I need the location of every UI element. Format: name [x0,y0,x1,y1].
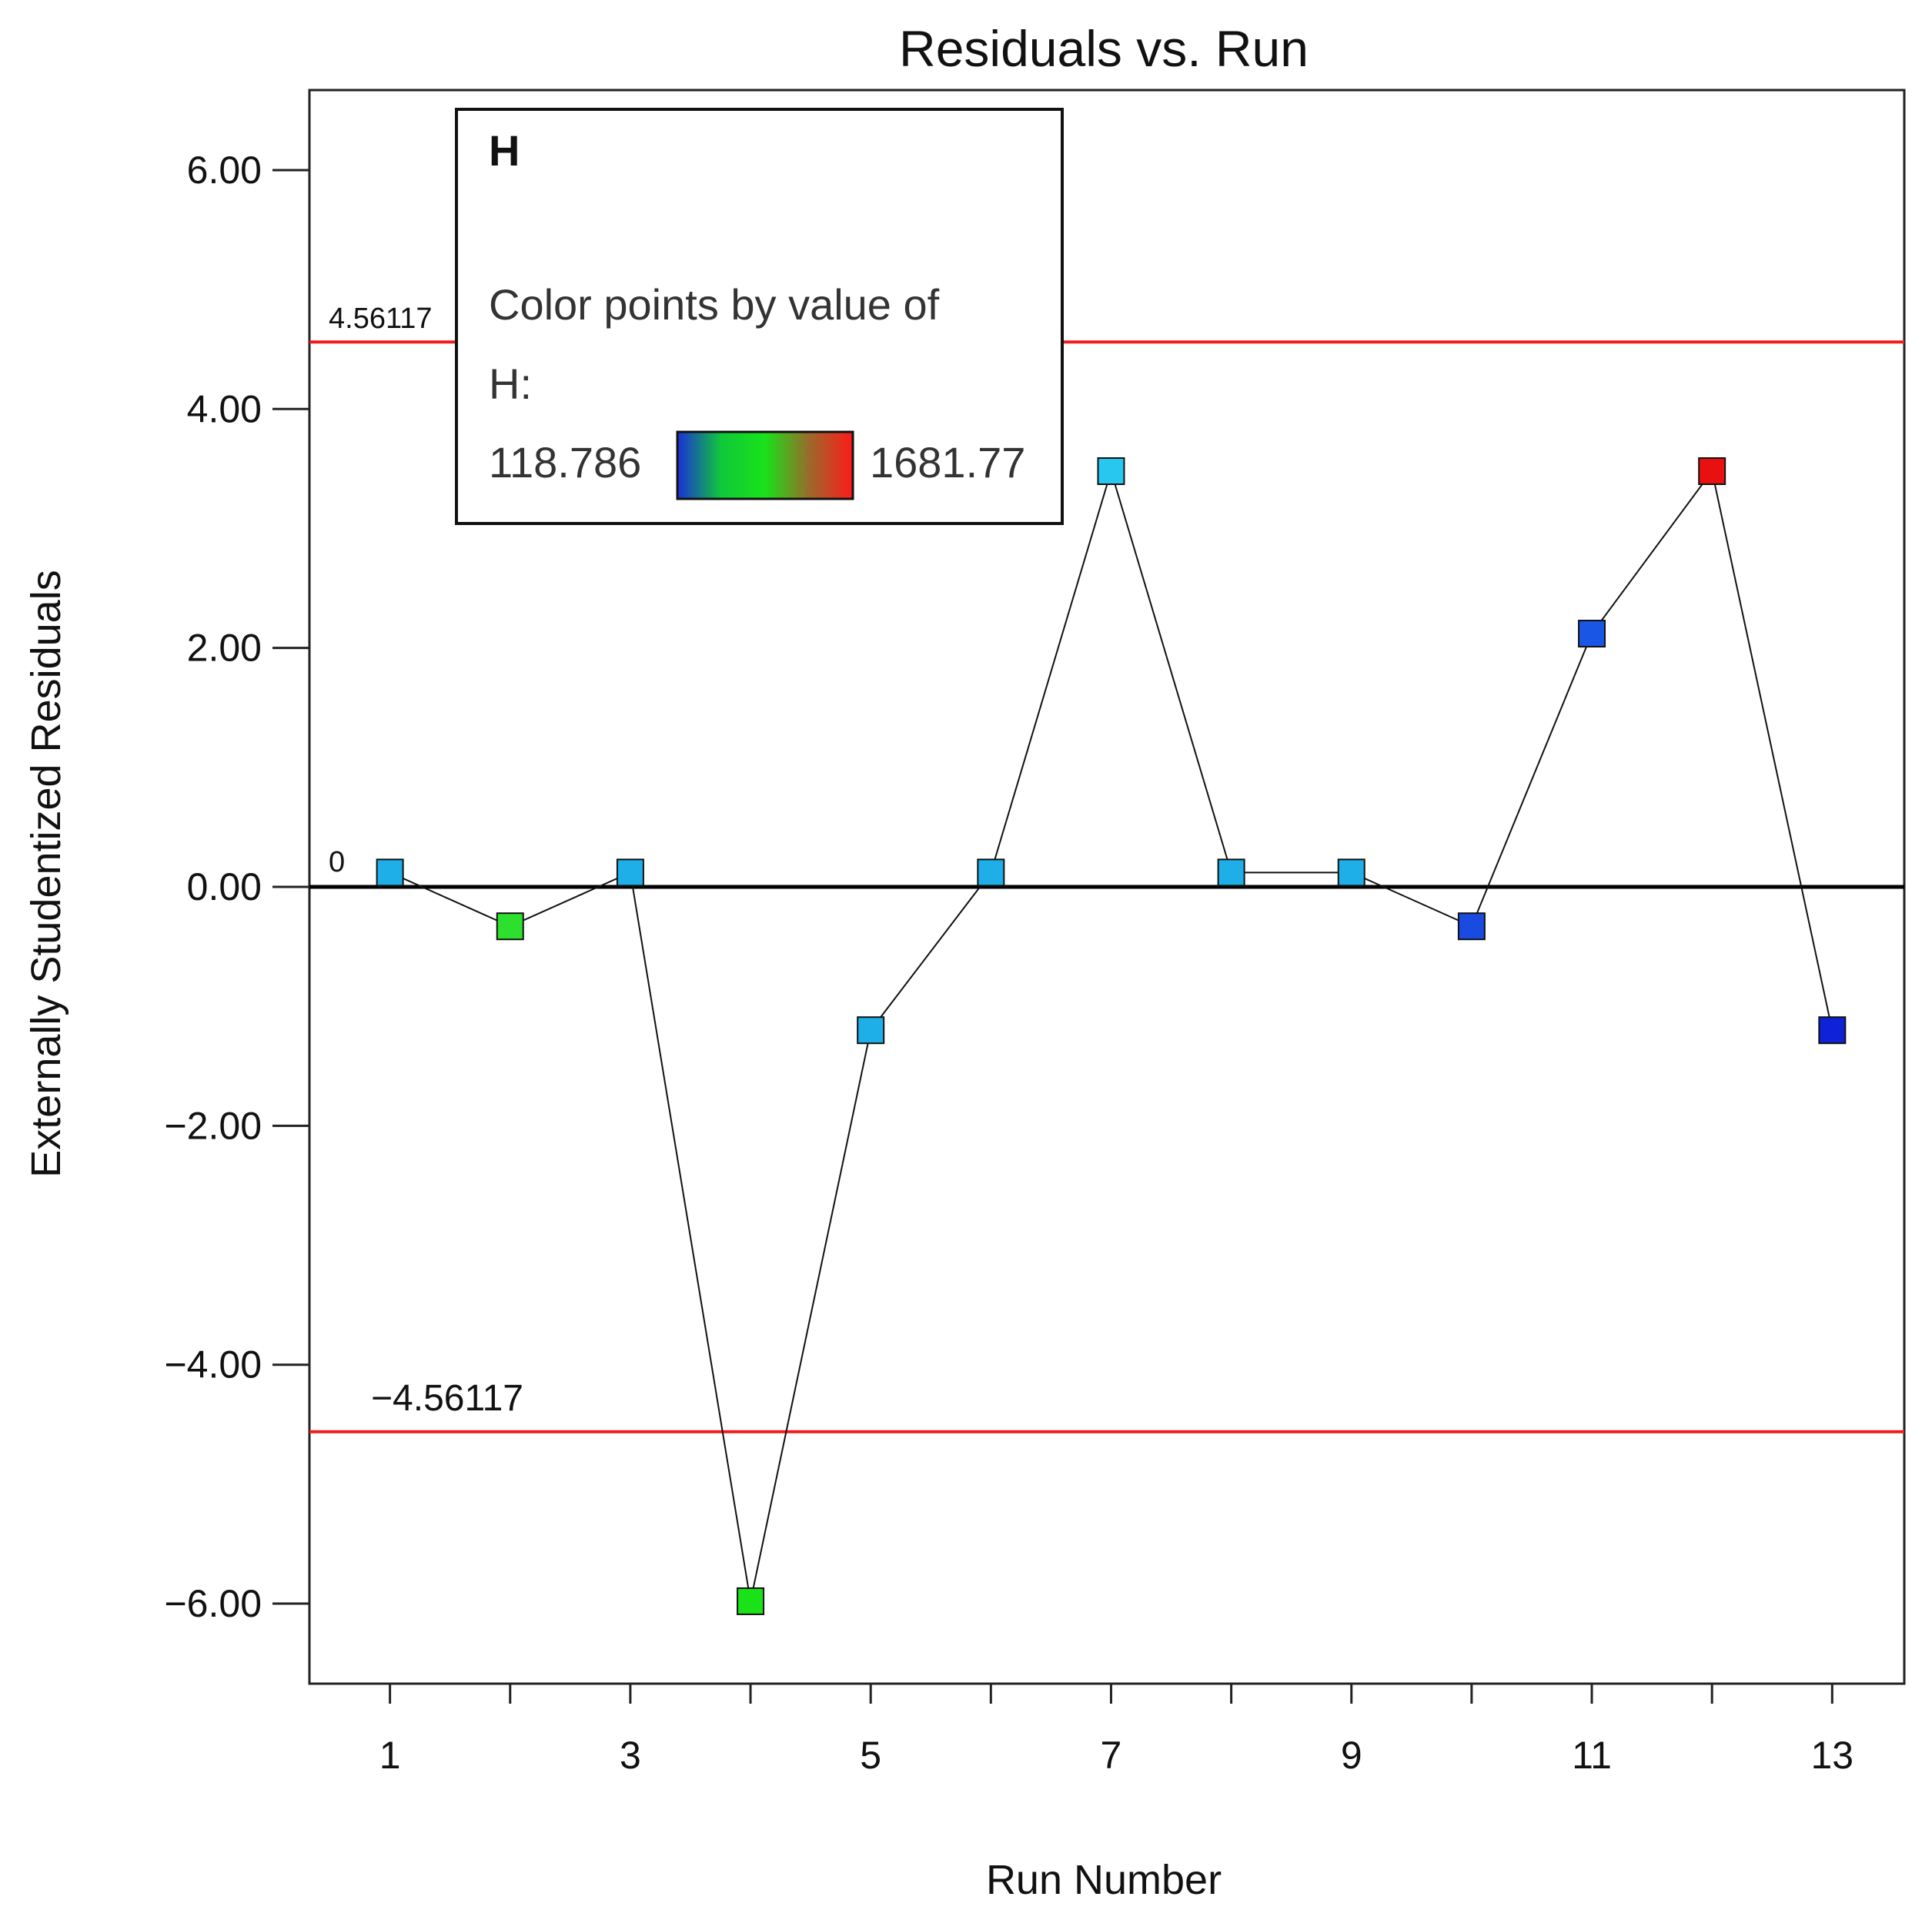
x-tick-label: 7 [1101,1734,1122,1777]
legend-description-variable: H: [489,360,532,408]
x-tick-label: 1 [379,1734,401,1777]
y-tick-label: −4.00 [164,1343,262,1387]
x-tick-label: 11 [1572,1734,1612,1777]
data-point [496,912,524,941]
legend-max-label: 1681.77 [870,438,1025,487]
data-point [1337,858,1365,887]
chart-title: Residuals vs. Run [899,20,1309,77]
x-tick-label: 13 [1811,1734,1854,1777]
x-axis-label: Run Number [986,1857,1222,1903]
x-axis-ticks: 1 3 5 7 9 11 13 [379,1684,1853,1777]
y-axis-ticks: 6.00 4.00 2.00 0.00 −2.00 −4.00 −6.00 [164,149,309,1625]
x-tick-label: 5 [860,1734,881,1777]
y-axis-label: Externally Studentized Residuals [23,570,69,1177]
data-point [977,858,1005,887]
reference-line-label: 4.56117 [329,303,433,335]
data-point [857,1016,885,1045]
data-point [1578,620,1606,648]
x-tick-label: 9 [1341,1734,1362,1777]
legend-title: H [489,126,520,175]
data-point [1818,1016,1847,1045]
y-tick-label: 4.00 [187,387,262,430]
legend-description: Color points by value of [489,280,940,329]
y-tick-label: −2.00 [164,1104,262,1147]
y-tick-label: 6.00 [187,149,262,192]
legend-color-gradient [676,430,854,500]
data-point [376,858,404,887]
data-point [737,1587,765,1615]
legend-min-label: 118.786 [489,438,641,487]
data-points [376,457,1847,1615]
data-point [1698,457,1726,485]
reference-line-label: 0 [329,846,345,878]
reference-lines: 4.56117 0 −4.56117 [309,303,1904,1433]
color-legend: H Color points by value of H: 118.786 16… [455,108,1064,525]
data-point [1217,858,1245,887]
data-point [616,858,644,887]
y-tick-label: −6.00 [164,1582,262,1625]
data-point [1097,457,1125,485]
y-tick-label: 2.00 [187,627,262,670]
y-tick-label: 0.00 [187,865,262,908]
data-point [1457,912,1486,941]
reference-line-label: −4.56117 [371,1378,523,1419]
x-tick-label: 3 [620,1734,641,1777]
